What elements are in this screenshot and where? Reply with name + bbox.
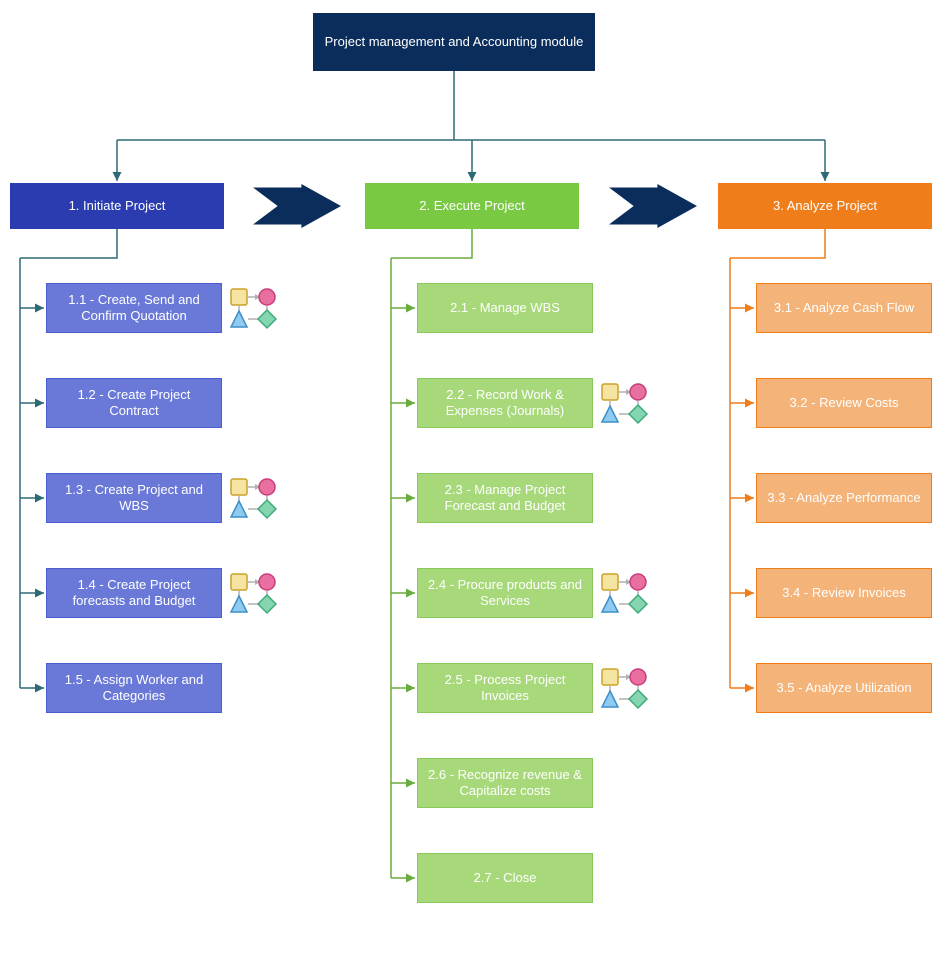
node-p1_1: 1.1 - Create, Send and Confirm Quotation [46, 283, 222, 333]
node-root: Project management and Accounting module [313, 13, 595, 71]
node-phase2: 2. Execute Project [365, 183, 579, 229]
node-p3_1: 3.1 - Analyze Cash Flow [756, 283, 932, 333]
subprocess-icon [228, 286, 278, 330]
node-p2_5: 2.5 - Process Project Invoices [417, 663, 593, 713]
node-p2_4: 2.4 - Procure products and Services [417, 568, 593, 618]
node-phase1: 1. Initiate Project [10, 183, 224, 229]
node-p2_7: 2.7 - Close [417, 853, 593, 903]
node-p3_3: 3.3 - Analyze Performance [756, 473, 932, 523]
node-p2_1: 2.1 - Manage WBS [417, 283, 593, 333]
node-p1_2: 1.2 - Create Project Contract [46, 378, 222, 428]
subprocess-icon [599, 381, 649, 425]
node-p1_3: 1.3 - Create Project and WBS [46, 473, 222, 523]
node-p2_3: 2.3 - Manage Project Forecast and Budget [417, 473, 593, 523]
node-p2_2: 2.2 - Record Work & Expenses (Journals) [417, 378, 593, 428]
node-p2_6: 2.6 - Recognize revenue & Capitalize cos… [417, 758, 593, 808]
subprocess-icon [599, 666, 649, 710]
node-p3_5: 3.5 - Analyze Utilization [756, 663, 932, 713]
subprocess-icon [228, 571, 278, 615]
subprocess-icon [599, 571, 649, 615]
node-p3_2: 3.2 - Review Costs [756, 378, 932, 428]
subprocess-icon [228, 476, 278, 520]
phase-arrow-2 [608, 184, 698, 228]
node-phase3: 3. Analyze Project [718, 183, 932, 229]
node-p1_4: 1.4 - Create Project forecasts and Budge… [46, 568, 222, 618]
node-p1_5: 1.5 - Assign Worker and Categories [46, 663, 222, 713]
node-p3_4: 3.4 - Review Invoices [756, 568, 932, 618]
phase-arrow-1 [252, 184, 342, 228]
